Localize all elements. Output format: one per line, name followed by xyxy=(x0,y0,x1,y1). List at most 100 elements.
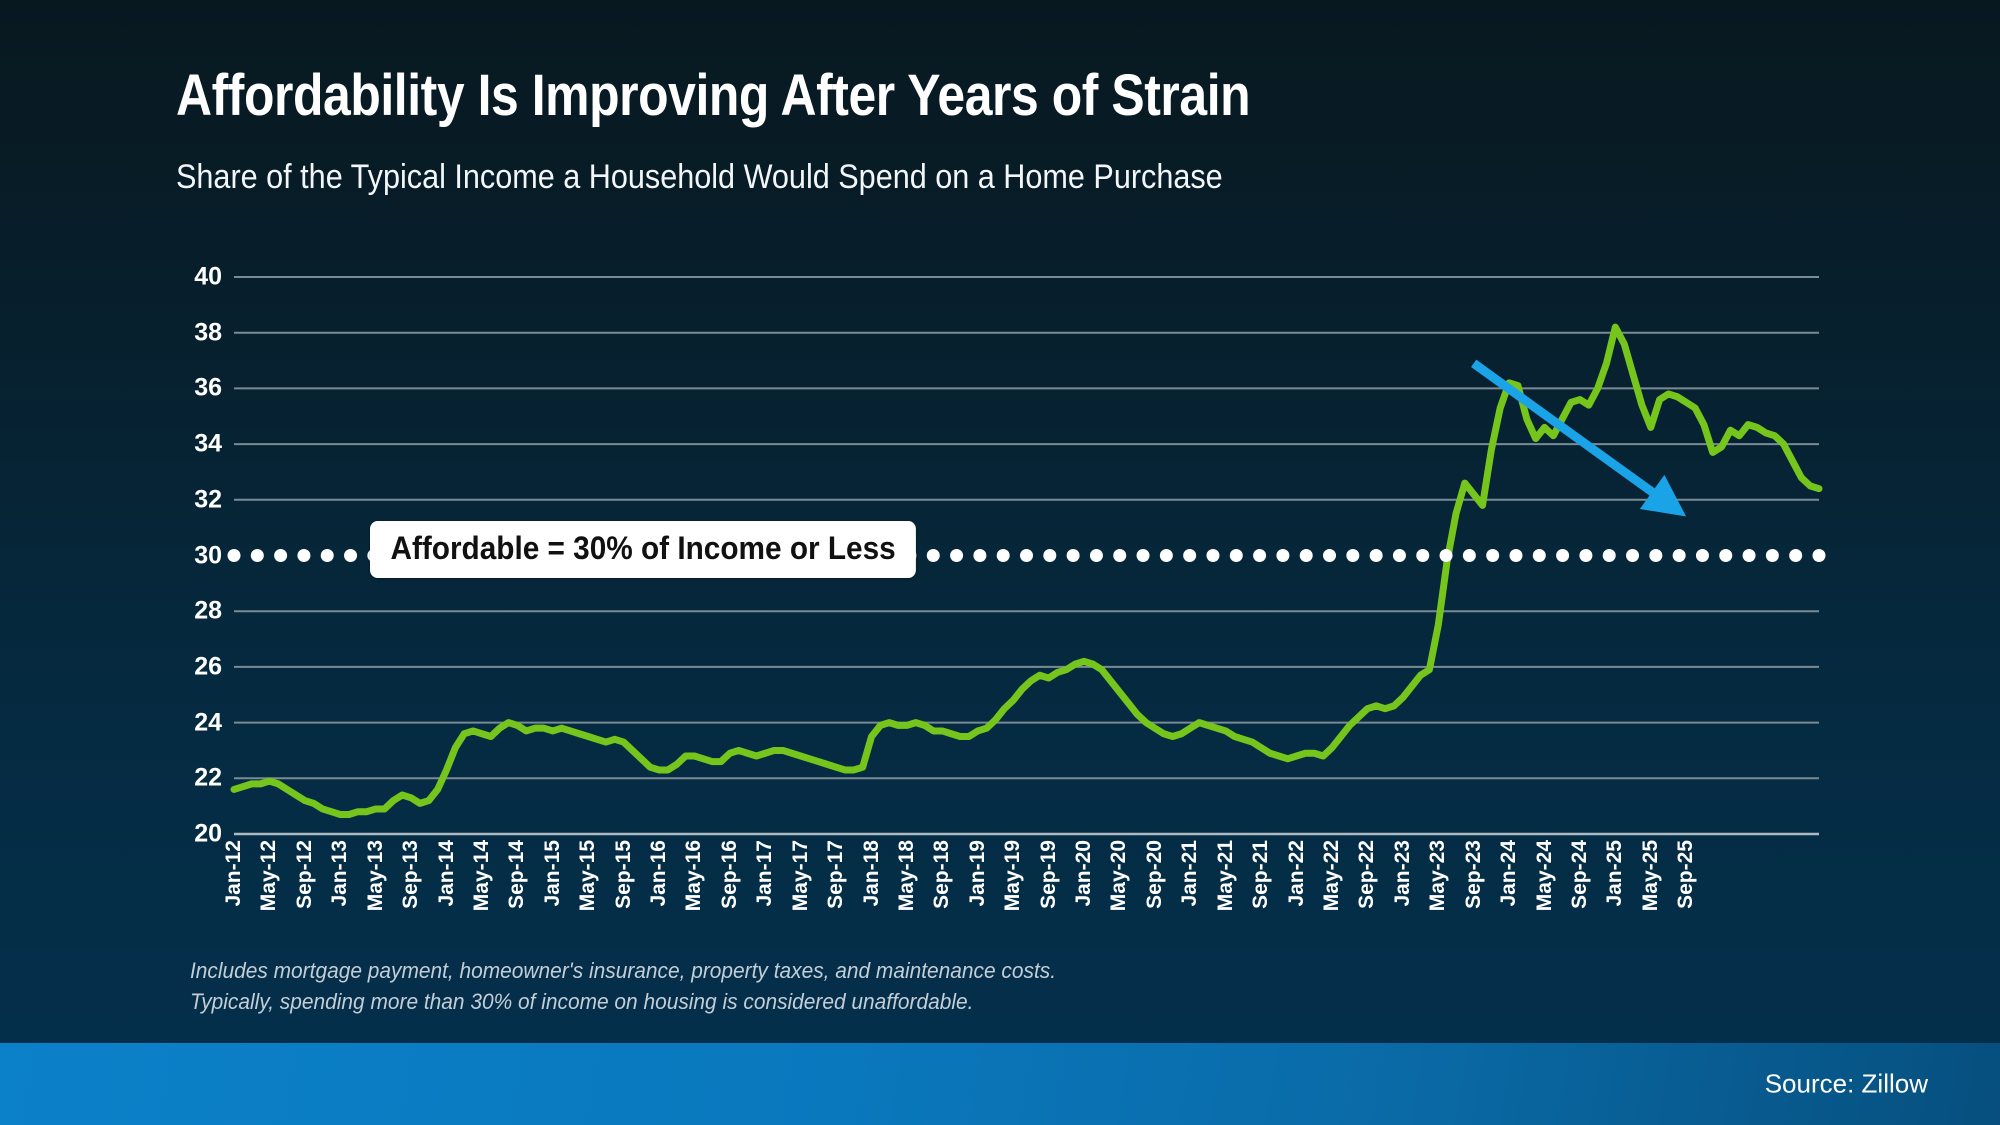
x-tick-label: Sep-14 xyxy=(505,840,529,909)
x-tick-label: Jan-24 xyxy=(1497,840,1521,907)
threshold-dot xyxy=(1649,549,1663,562)
x-tick-label: Sep-16 xyxy=(717,840,741,909)
threshold-dot xyxy=(1439,549,1453,562)
threshold-dot xyxy=(1206,549,1220,562)
x-tick-label: Jan-15 xyxy=(540,840,564,907)
threshold-dot xyxy=(1486,549,1500,562)
threshold-dot xyxy=(1253,549,1267,562)
y-tick-label: 26 xyxy=(194,652,222,681)
x-tick-label: Jan-12 xyxy=(222,840,245,907)
threshold-dot xyxy=(1369,549,1383,562)
threshold-dot xyxy=(1695,549,1709,562)
y-tick-label: 34 xyxy=(194,429,222,458)
y-tick-label: 20 xyxy=(194,819,222,848)
x-tick-label: May-14 xyxy=(469,840,493,912)
x-tick-label: May-23 xyxy=(1426,840,1450,912)
y-tick-label: 36 xyxy=(194,373,222,402)
threshold-dot xyxy=(1136,549,1150,562)
y-tick-label: 32 xyxy=(194,485,222,514)
x-tick-label: Jan-22 xyxy=(1284,840,1308,907)
threshold-dot xyxy=(1532,549,1546,562)
x-tick-label: May-19 xyxy=(1001,840,1025,912)
x-tick-label: Sep-21 xyxy=(1249,840,1273,909)
chart-footnote: Includes mortgage payment, homeowner's i… xyxy=(190,955,1056,1017)
threshold-dot xyxy=(320,549,334,562)
y-tick-label: 28 xyxy=(194,596,222,625)
x-tick-label: May-15 xyxy=(576,840,600,912)
declining-trend-arrow xyxy=(1471,359,1687,517)
threshold-dot xyxy=(297,549,311,562)
threshold-dot xyxy=(1159,549,1173,562)
x-tick-label: Jan-23 xyxy=(1390,840,1414,907)
affordability-line xyxy=(230,323,1823,818)
threshold-dot xyxy=(1323,549,1337,562)
threshold-dot xyxy=(1416,549,1430,562)
threshold-dot xyxy=(1462,549,1476,562)
y-tick-label: 22 xyxy=(194,763,222,792)
threshold-dot xyxy=(1812,549,1826,562)
threshold-dot xyxy=(1789,549,1803,562)
y-tick-label: 38 xyxy=(194,318,222,347)
y-tick-label: 40 xyxy=(194,262,222,291)
y-tick-label: 24 xyxy=(194,708,222,737)
x-tick-label: Jan-20 xyxy=(1072,840,1096,907)
threshold-dot xyxy=(1626,549,1640,562)
threshold-dot xyxy=(1719,549,1733,562)
x-tick-label: Sep-22 xyxy=(1355,840,1379,909)
gridlines xyxy=(234,276,1819,836)
threshold-dot xyxy=(1346,549,1360,562)
footnote-line-2: Typically, spending more than 30% of inc… xyxy=(190,989,974,1015)
y-axis-labels: 20 22 24 26 28 30 32 34 36 38 40 xyxy=(170,263,222,848)
source-attribution: Source: Zillow xyxy=(1764,1068,1928,1099)
threshold-dot xyxy=(1672,549,1686,562)
x-tick-label: May-25 xyxy=(1638,840,1662,912)
x-tick-label: Sep-19 xyxy=(1036,840,1060,909)
x-tick-label: Sep-12 xyxy=(292,840,316,909)
footnote-line-1: Includes mortgage payment, homeowner's i… xyxy=(190,958,1057,983)
arrow-shaft xyxy=(1471,359,1660,500)
threshold-dot xyxy=(1556,549,1570,562)
arrow-head-icon xyxy=(1639,474,1687,517)
x-tick-label: May-16 xyxy=(682,840,706,912)
x-tick-label: May-12 xyxy=(257,840,281,912)
x-tick-label: Jan-13 xyxy=(328,840,352,907)
x-tick-label: Jan-17 xyxy=(753,840,777,907)
threshold-annotation-label: Affordable = 30% of Income or Less xyxy=(370,521,917,578)
threshold-dot xyxy=(1229,549,1243,562)
x-tick-label: Jan-18 xyxy=(859,840,883,907)
threshold-dot xyxy=(1066,549,1080,562)
page-subtitle: Share of the Typical Income a Household … xyxy=(176,158,1223,196)
x-tick-label: Sep-24 xyxy=(1567,840,1591,909)
x-tick-label: Sep-13 xyxy=(399,840,423,909)
threshold-dot xyxy=(1509,549,1523,562)
threshold-dot xyxy=(344,549,358,562)
threshold-dot xyxy=(1392,549,1406,562)
threshold-dot xyxy=(274,549,288,562)
threshold-dot xyxy=(1183,549,1197,562)
threshold-dot xyxy=(250,549,264,562)
threshold-dot xyxy=(926,549,940,562)
x-tick-label: May-20 xyxy=(1107,840,1131,912)
x-tick-label: Sep-20 xyxy=(1142,840,1166,909)
x-tick-label: Sep-18 xyxy=(930,840,954,909)
threshold-dot xyxy=(1020,549,1033,562)
threshold-dot xyxy=(1113,549,1127,562)
x-tick-label: Jan-16 xyxy=(647,840,671,907)
x-tick-label: Jan-25 xyxy=(1603,840,1627,907)
threshold-dot xyxy=(1602,549,1616,562)
threshold-dot xyxy=(996,549,1010,562)
x-tick-label: Jan-21 xyxy=(1178,840,1202,907)
threshold-dot xyxy=(227,549,241,562)
threshold-dot xyxy=(1742,549,1756,562)
x-tick-label: Jan-19 xyxy=(965,840,989,907)
x-tick-label: Sep-25 xyxy=(1674,840,1698,909)
x-tick-label: Sep-17 xyxy=(824,840,848,909)
y-tick-label: 30 xyxy=(194,541,222,569)
x-tick-label: Sep-23 xyxy=(1461,840,1485,909)
x-tick-label: May-18 xyxy=(894,840,918,912)
x-tick-label: May-22 xyxy=(1319,840,1343,912)
threshold-dot xyxy=(973,549,987,562)
x-tick-label: May-21 xyxy=(1213,840,1237,912)
x-tick-label: May-13 xyxy=(363,840,387,912)
